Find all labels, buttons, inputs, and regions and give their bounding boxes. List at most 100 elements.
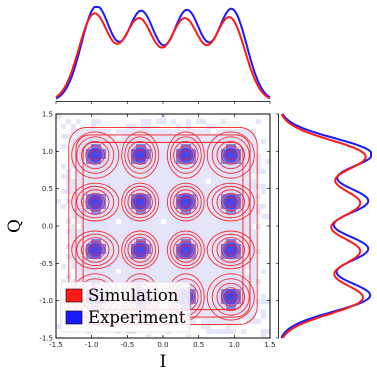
histogram-bin xyxy=(206,229,211,234)
histogram-bin xyxy=(246,229,251,234)
histogram-bin xyxy=(231,219,236,224)
histogram-bin xyxy=(106,139,111,144)
simulation-contour xyxy=(85,192,105,212)
histogram-bin xyxy=(246,234,251,239)
histogram-bin xyxy=(106,194,111,199)
histogram-bin xyxy=(166,134,171,139)
histogram-bin xyxy=(121,189,126,194)
histogram-bin xyxy=(251,169,256,174)
histogram-bin xyxy=(91,194,96,199)
histogram-bin xyxy=(226,304,231,309)
histogram-bin xyxy=(206,139,211,144)
histogram-bin xyxy=(196,154,201,159)
histogram-bin xyxy=(146,129,151,134)
histogram-bin xyxy=(201,314,206,319)
histogram-bin xyxy=(131,179,136,184)
histogram-bin xyxy=(171,229,176,234)
histogram-bin xyxy=(196,184,201,189)
histogram-bin xyxy=(116,234,121,239)
histogram-bin xyxy=(226,129,231,134)
histogram-bin xyxy=(146,179,151,184)
histogram-bin xyxy=(146,159,151,164)
histogram-bin xyxy=(251,304,256,309)
histogram-bin xyxy=(256,249,261,254)
histogram-bin xyxy=(151,204,156,209)
histogram-bin xyxy=(126,234,131,239)
histogram-bin xyxy=(226,329,231,334)
histogram-bin xyxy=(261,214,266,219)
histogram-bin xyxy=(121,259,126,264)
histogram-bin xyxy=(231,169,236,174)
y-tick-label: 0.0 xyxy=(42,223,53,231)
histogram-bin xyxy=(126,239,131,244)
histogram-bin xyxy=(181,234,186,239)
histogram-bin xyxy=(96,174,101,179)
legend-box xyxy=(60,281,191,333)
histogram-bin xyxy=(101,219,106,224)
histogram-bin xyxy=(216,269,221,274)
histogram-bin xyxy=(206,129,211,134)
histogram-bin xyxy=(241,164,246,169)
histogram-bin xyxy=(206,174,211,179)
histogram-bin xyxy=(61,174,66,179)
histogram-bin xyxy=(131,264,136,269)
histogram-bin xyxy=(201,319,206,324)
histogram-bin xyxy=(186,274,191,279)
histogram-bin xyxy=(211,139,216,144)
histogram-bin xyxy=(156,194,161,199)
histogram-bin xyxy=(181,264,186,269)
histogram-bin xyxy=(221,239,226,244)
histogram-bin xyxy=(206,329,211,334)
histogram-bin xyxy=(166,244,171,249)
histogram-bin xyxy=(101,159,106,164)
simulation-contour xyxy=(206,230,255,270)
histogram-bin xyxy=(141,119,146,124)
simulation-contour xyxy=(121,131,160,179)
histogram-bin xyxy=(151,249,156,254)
histogram-bin xyxy=(246,259,251,264)
histogram-bin xyxy=(246,199,251,204)
simulation-contour xyxy=(225,291,237,303)
histogram-bin xyxy=(76,199,81,204)
histogram-bin xyxy=(146,139,151,144)
histogram-bin xyxy=(236,259,241,264)
histogram-bin xyxy=(211,169,216,174)
histogram-bin xyxy=(191,194,196,199)
histogram-bin xyxy=(101,189,106,194)
histogram-bin xyxy=(116,159,121,164)
histogram-bin xyxy=(251,264,256,269)
histogram-bin xyxy=(196,294,201,299)
histogram-bin xyxy=(171,259,176,264)
histogram-bin xyxy=(81,144,86,149)
histogram-bin xyxy=(76,259,81,264)
histogram-bin xyxy=(251,314,256,319)
histogram-bin xyxy=(121,229,126,234)
histogram-bin xyxy=(121,244,126,249)
histogram-bin xyxy=(176,219,181,224)
histogram-bin xyxy=(266,214,270,219)
histogram-bin xyxy=(226,224,231,229)
histogram-bin xyxy=(161,269,166,274)
histogram-bin xyxy=(196,204,201,209)
histogram-bin xyxy=(61,189,66,194)
histogram-bin xyxy=(226,279,231,284)
histogram-bin xyxy=(216,189,221,194)
histogram-bin xyxy=(131,149,136,154)
histogram-bin xyxy=(86,179,91,184)
histogram-bin xyxy=(161,254,166,259)
histogram-bin xyxy=(91,244,96,249)
histogram-bin xyxy=(156,174,161,179)
histogram-bin xyxy=(186,169,191,174)
histogram-bin xyxy=(76,119,81,124)
histogram-bin xyxy=(206,189,211,194)
simulation-contour xyxy=(71,182,120,222)
simulation-contour xyxy=(124,185,157,219)
histogram-bin xyxy=(76,184,81,189)
simulation-contour xyxy=(121,230,160,270)
simulation-contour xyxy=(176,192,196,212)
histogram-bin xyxy=(226,324,231,329)
histogram-bin xyxy=(231,329,236,334)
histogram-bin xyxy=(156,254,161,259)
histogram-bin xyxy=(226,269,231,274)
histogram-bin xyxy=(221,184,226,189)
